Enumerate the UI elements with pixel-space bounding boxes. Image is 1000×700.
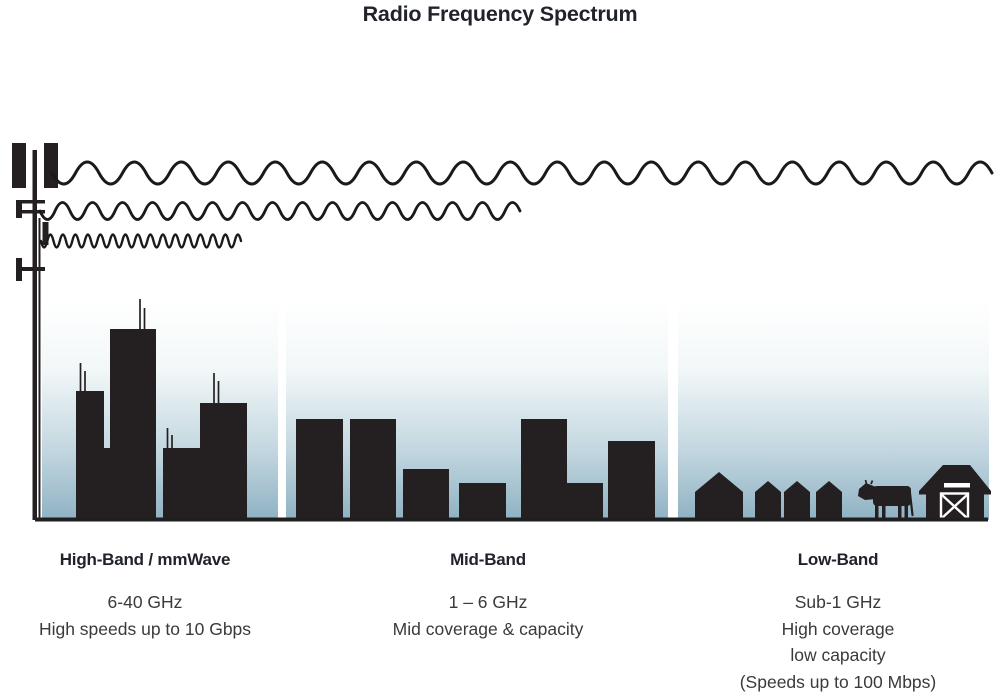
low-band-description-coverage: High coverage	[781, 618, 895, 639]
low-band-heading: Low-Band	[797, 550, 879, 569]
rooftop-antenna-icons	[79, 299, 220, 449]
low-band-label-block: Low-Band Sub-1 GHz High coverage low cap…	[688, 550, 988, 695]
mid-band-label-block: Mid-Band 1 – 6 GHz Mid coverage & capaci…	[338, 550, 638, 642]
high-band-description: High speeds up to 10 Gbps	[38, 618, 252, 639]
ground-line	[35, 517, 988, 522]
high-band-heading: High-Band / mmWave	[59, 550, 231, 569]
low-band-countryside	[678, 300, 991, 521]
cow-icon	[858, 479, 914, 520]
long-wavelength-wave	[50, 160, 994, 186]
mid-rise-building-silhouettes	[296, 419, 655, 520]
low-band-description-capacity: low capacity	[790, 645, 886, 665]
skyscraper-silhouettes	[76, 329, 247, 520]
barn-loft-window	[944, 483, 970, 488]
short-wavelength-wave	[39, 233, 243, 249]
house-icons	[695, 472, 842, 520]
mid-band-heading: Mid-Band	[450, 550, 526, 569]
barn-crossbuck-door	[939, 492, 970, 521]
high-band-label-block: High-Band / mmWave 6-40 GHz High speeds …	[0, 550, 295, 642]
cell-tower-icon	[12, 143, 58, 520]
high-band-skyline	[42, 299, 278, 520]
page-title: Radio Frequency Spectrum	[362, 2, 638, 26]
mid-band-skyline	[286, 300, 668, 520]
low-band-frequency-range: Sub-1 GHz	[794, 592, 882, 612]
mid-band-frequency-range: 1 – 6 GHz	[448, 592, 528, 612]
low-band-description-speed: (Speeds up to 100 Mbps)	[739, 671, 937, 692]
medium-wavelength-wave	[38, 201, 522, 221]
barn-icon	[919, 465, 991, 521]
high-band-frequency-range: 6-40 GHz	[107, 592, 183, 612]
mid-band-description: Mid coverage & capacity	[392, 618, 584, 639]
